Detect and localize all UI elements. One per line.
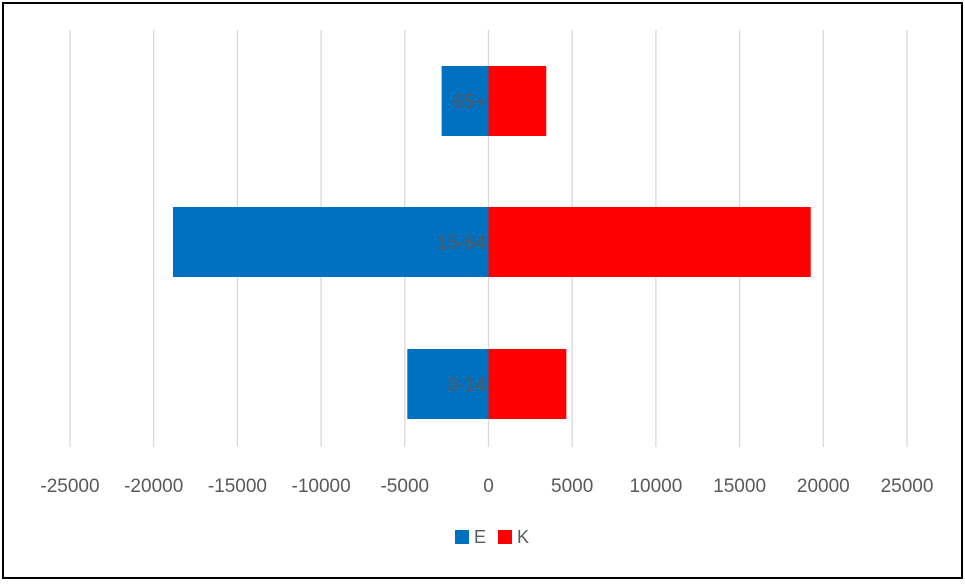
bar-e-65+	[441, 66, 489, 136]
legend-swatch-k	[498, 530, 512, 544]
x-tick-label-9: 20000	[797, 476, 850, 497]
x-tick-label-8: 15000	[713, 476, 766, 497]
legend-label-e: E	[474, 527, 486, 547]
bar-e-15-64	[172, 207, 489, 277]
x-tick-label-10: 25000	[881, 476, 934, 497]
category-label-0-14: 0-14	[447, 375, 485, 396]
legend-label-k: K	[517, 527, 529, 547]
x-tick-label-5: 0	[483, 476, 494, 497]
category-label-15-64: 15-64	[437, 233, 486, 254]
x-tick-label-0: -25000	[40, 476, 99, 497]
x-tick-label-2: -15000	[208, 476, 267, 497]
x-tick-label-3: -10000	[292, 476, 351, 497]
legend-swatch-e	[455, 530, 469, 544]
x-tick-label-7: 10000	[629, 476, 682, 497]
bar-k-0-14	[488, 349, 567, 419]
bar-k-15-64	[488, 207, 811, 277]
x-axis-tick-labels: -25000 -20000 -15000 -10000 -5000 0 5000 10000 1…	[40, 476, 933, 497]
category-labels: 0-14 15-64 65+	[437, 92, 486, 396]
bar-e-0-14	[407, 349, 489, 419]
bar-k-65+	[488, 66, 547, 136]
category-label-65+: 65+	[453, 92, 485, 113]
bars	[172, 66, 811, 419]
x-tick-label-4: -5000	[380, 476, 429, 497]
x-tick-label-1: -20000	[124, 476, 183, 497]
x-tick-label-6: 5000	[551, 476, 593, 497]
